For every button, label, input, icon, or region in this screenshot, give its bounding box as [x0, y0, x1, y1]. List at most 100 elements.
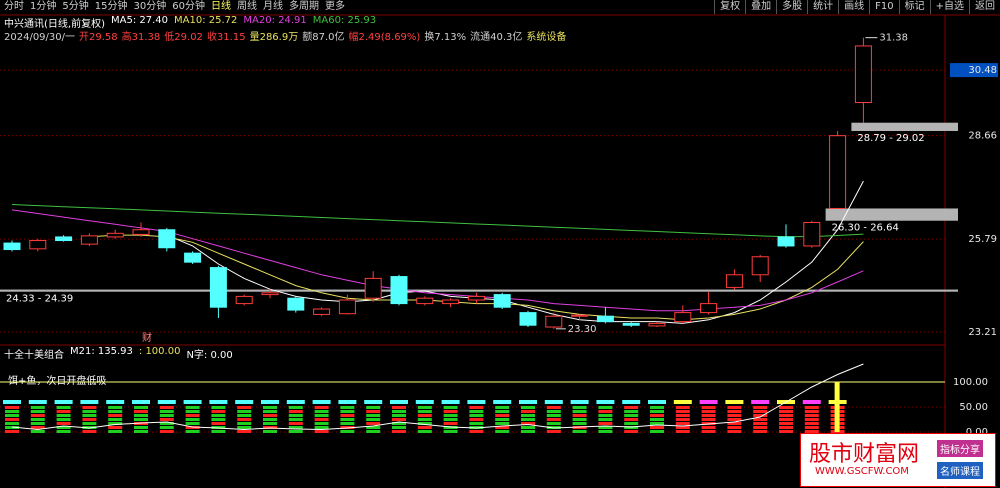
candle-body: [571, 314, 589, 317]
gap-label: 24.33 - 24.39: [6, 294, 73, 305]
signal-stripe: [288, 418, 303, 421]
signal-stripe: [366, 422, 381, 425]
signal-stripe: [108, 430, 123, 433]
signal-stripe: [314, 414, 329, 417]
signal-stripe: [392, 414, 406, 417]
signal-cap: [235, 400, 254, 404]
signal-cap: [312, 400, 331, 404]
candle-body: [442, 299, 460, 305]
signal-stripe: [211, 422, 226, 425]
signal-cap: [286, 400, 305, 404]
signal-stripe: [185, 410, 200, 413]
signal-stripe: [753, 418, 768, 421]
signal-stripe: [288, 426, 303, 429]
candle-body: [700, 303, 718, 314]
candle-body: [132, 229, 150, 235]
line-series: [11, 363, 864, 431]
tab[interactable]: 30分钟: [133, 1, 167, 12]
signal-stripe: [624, 418, 639, 421]
signal-stripe: [598, 418, 613, 421]
wm-button[interactable]: 指标分享: [937, 440, 983, 457]
candle-body: [106, 232, 124, 238]
tool-button[interactable]: 标记: [898, 0, 930, 14]
signal-stripe: [469, 430, 484, 433]
signal-stripe: [392, 430, 406, 433]
signal-stripe: [417, 410, 432, 413]
tab[interactable]: 周线: [236, 1, 257, 12]
info-item: 额87.0亿: [302, 32, 345, 43]
ma-legend: MA5: 27.40: [110, 15, 168, 26]
signal-stripe: [211, 410, 226, 413]
info-item: 流通40.3亿: [470, 32, 523, 43]
signal-stripe: [108, 410, 123, 413]
signal-stripe: [392, 426, 406, 429]
signal-stripe: [263, 406, 277, 409]
signal-stripe: [5, 406, 19, 409]
gap-band: [851, 122, 958, 131]
signal-cap: [648, 400, 666, 404]
signal-stripe: [701, 426, 716, 429]
tool-button[interactable]: 返回: [969, 0, 1000, 14]
tool-button[interactable]: 复权: [714, 0, 745, 14]
tab[interactable]: 更多: [324, 1, 345, 12]
signal-stripe: [753, 410, 768, 413]
gap-label: 26.30 - 26.64: [832, 223, 899, 234]
signal-stripe: [572, 430, 587, 433]
signal-stripe: [675, 430, 690, 433]
tab[interactable]: 月线: [262, 1, 283, 12]
candle-body: [725, 274, 743, 288]
wm-title: 股市财富网: [809, 442, 920, 467]
signal-stripe: [159, 414, 174, 417]
price-box: [950, 63, 998, 78]
signal-stripe: [546, 410, 561, 413]
signal-stripe: [546, 430, 561, 433]
signal-stripe: [804, 426, 819, 429]
signal-stripe: [727, 406, 742, 409]
candle-body: [235, 295, 253, 305]
signal-stripe: [572, 422, 587, 425]
signal-cap: [493, 400, 512, 404]
tool-button[interactable]: 叠加: [745, 0, 776, 14]
signal-stripe: [546, 418, 561, 421]
tab[interactable]: 15分钟: [94, 1, 128, 12]
signal-stripe: [624, 414, 639, 417]
signal-stripe: [185, 430, 200, 433]
tab[interactable]: 日线: [210, 1, 231, 12]
tool-button[interactable]: 统计: [807, 0, 838, 14]
tool-button[interactable]: 多股: [776, 0, 807, 14]
y-tick-label: 100.00: [953, 377, 988, 388]
tab[interactable]: 60分钟: [172, 1, 205, 12]
signal-stripe: [340, 414, 355, 417]
signal-stripe: [650, 422, 664, 425]
candle-body: [338, 299, 356, 315]
signal-stripe: [753, 406, 768, 409]
wm-button[interactable]: 名师课程: [937, 462, 983, 479]
candle-body: [493, 294, 511, 308]
signal-stripe: [650, 418, 664, 421]
signal-stripe: [237, 430, 252, 433]
sub-header: 十全十美组合 M21: 135.93: 100.00 N字: 0.00: [4, 346, 233, 361]
gap-band: [0, 289, 958, 292]
signal-stripe: [56, 426, 71, 429]
toolbar: 复权 叠加 多股 统计 画线 F10 标记 +自选 返回: [714, 0, 1000, 14]
signal-stripe: [469, 414, 484, 417]
signal-cap: [54, 400, 73, 404]
info-item: 开29.58: [79, 32, 118, 43]
tab[interactable]: 5分钟: [62, 1, 89, 12]
signal-stripe: [417, 418, 432, 421]
signal-stripe: [314, 422, 329, 425]
tab[interactable]: 多周期: [288, 1, 319, 12]
tool-button[interactable]: F10: [869, 0, 898, 14]
candle-body: [467, 295, 485, 301]
signal-stripe: [30, 410, 45, 413]
candle-body: [184, 252, 202, 263]
tab[interactable]: 1分钟: [30, 1, 57, 12]
signal-stripe: [443, 406, 458, 409]
signal-cap: [183, 400, 202, 404]
tool-button[interactable]: +自选: [929, 0, 969, 14]
tab[interactable]: 分时: [4, 1, 24, 12]
signal-stripe: [469, 418, 484, 421]
signal-stripe: [366, 414, 381, 417]
tool-button[interactable]: 画线: [838, 0, 869, 14]
signal-stripe: [495, 406, 510, 409]
